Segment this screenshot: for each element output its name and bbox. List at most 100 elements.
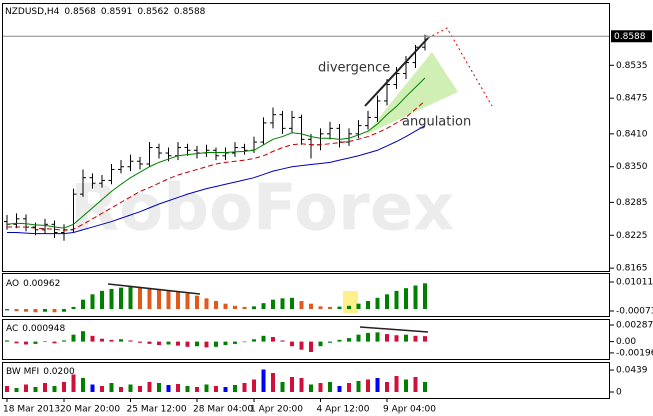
plot-layer: 0.8165 0.8225 0.8285 0.8350 0.8410 0.8475 0.85… [3,30,653,415]
bar [109,339,114,342]
bar [413,285,418,310]
bar [128,287,133,310]
bar [157,341,161,346]
bar [52,341,57,344]
bar [100,290,104,310]
bar [176,341,180,346]
bar [394,376,399,392]
panel-frame [2,319,610,360]
y-tick-label: 0.01011 [616,277,653,287]
bar [271,336,275,342]
bar [242,341,247,343]
bar [100,338,104,342]
bar [233,341,237,344]
bar [166,385,171,392]
bar [375,332,380,342]
bar [385,334,389,342]
symbol: NZDUSD,H4 [5,7,60,17]
bar [128,384,133,392]
moving-average [6,77,426,229]
bar [119,287,123,310]
x-tick-label: 18 Mar 2013 [3,405,60,415]
bar [413,377,418,392]
bar [81,299,85,310]
bar [62,382,66,392]
bar [404,334,408,342]
bar [176,384,180,392]
bar [5,386,9,392]
indicator-header: AC 0.000948 [6,324,66,334]
bar [147,382,152,392]
price-label: 0.8588 [614,32,646,42]
bar [423,283,427,310]
x-tick-label: 4 Apr 12:00 [317,405,370,415]
bar [5,340,9,342]
bar [337,339,342,342]
bar [147,288,152,310]
y-tick-label: 0.8410 [616,129,648,139]
bar [52,386,57,392]
bar [33,309,38,313]
bar [299,378,304,392]
bar [138,386,142,392]
bar [195,341,199,347]
x-tick-label: 25 Mar 12:00 [127,405,187,415]
divergence-line [364,37,429,107]
x-tick-label: 28 Mar 04:00 [193,405,253,415]
bar [204,341,209,348]
bar [394,290,399,310]
bar [233,305,237,310]
bar [157,288,161,310]
bar [366,332,370,342]
bar [100,386,104,392]
low: 0.8562 [137,7,169,17]
indicator-value: 0.0200 [43,367,75,377]
bar [366,379,370,392]
bar [423,336,427,342]
bar [413,335,418,342]
y-tick-label: 0.8475 [616,94,648,104]
bar [280,382,285,392]
ao-divergence-line [107,283,201,295]
bar [375,297,380,310]
x-tick-label: 1 Apr 20:00 [250,405,303,415]
bar [328,382,332,392]
bar [366,301,370,310]
bar [195,295,199,310]
bar [261,335,266,342]
bar [252,379,256,392]
bar [261,369,266,392]
bar [347,305,351,310]
y-tick-label: 0.0439 [616,366,648,376]
bar [223,387,228,392]
bar [318,341,323,347]
bar [157,383,161,392]
indicator-title: AC [6,324,18,334]
bar [109,383,114,392]
angulation-zone [365,52,458,135]
bar [204,384,209,392]
bar [356,381,361,392]
bar [356,334,361,342]
bar [24,341,28,345]
bar [43,383,47,392]
bar [128,340,133,342]
bar [299,341,304,350]
bar [33,341,38,344]
bar [242,383,247,392]
bar [71,334,76,342]
annotation: angulation [402,115,471,130]
bar [14,341,19,344]
bar [119,387,123,392]
bar [242,306,247,310]
bar [233,385,237,392]
panel-frame [2,273,610,317]
annotation: divergence [318,61,390,76]
y-tick-label: 0.8165 [616,264,648,274]
bar [290,341,294,347]
indicator-title: AO [6,279,19,289]
y-tick-label: 0.8285 [616,198,648,208]
bar [309,341,313,352]
bar [394,335,399,342]
